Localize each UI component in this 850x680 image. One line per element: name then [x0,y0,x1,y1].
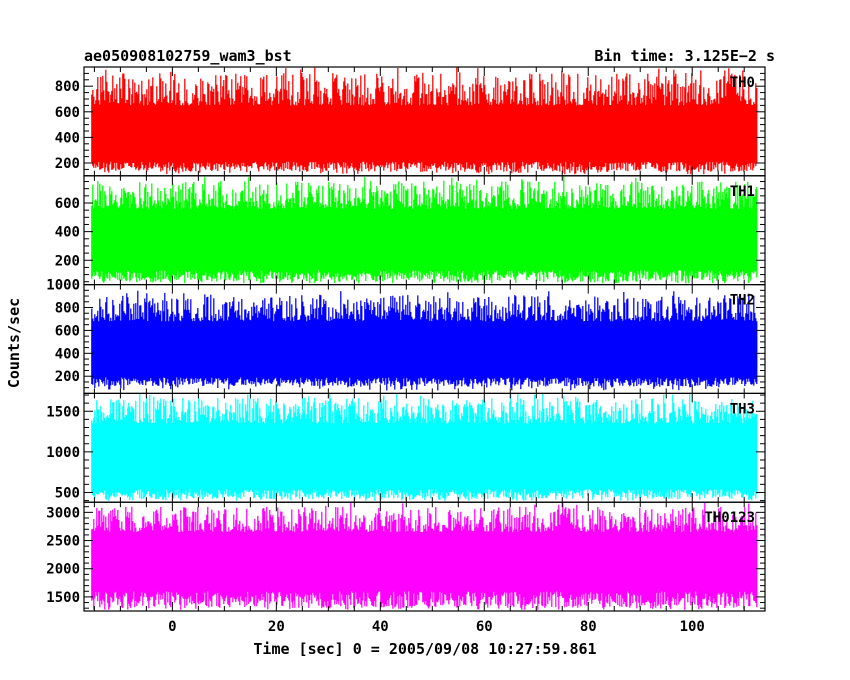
y-tick-label: 200 [55,253,80,269]
y-tick-label: 500 [55,485,80,501]
x-axis: 0 20 40 60 80 100 [168,619,705,635]
x-axis-label: Time [sec] 0 = 2005/09/08 10:27:59.861 [253,640,596,658]
y-tick-label: 600 [55,105,80,121]
x-tick-label: 20 [268,619,285,635]
series-th0123 [91,502,758,610]
bin-time-label: Bin time: 3.125E−2 s [594,47,775,65]
y-tick-label: 200 [55,156,80,172]
panels-group: 200 400 600 800 TH0 200 400 600 TH1 200 400 600 800 1… [46,66,766,612]
y-axis-label: Counts/sec [5,298,23,388]
panel-th3: 500 1000 1500 TH3 [46,392,766,503]
y-tick-label: 1000 [46,445,80,461]
panel-th1: 200 400 600 TH1 [55,175,766,286]
x-tick-label: 40 [372,619,389,635]
y-tick-label: 400 [55,225,80,241]
panel-label: TH3 [730,401,755,417]
y-tick-label: 600 [55,196,80,212]
series-th0 [91,67,758,175]
y-tick-label: 800 [55,301,80,317]
x-tick-label: 80 [580,619,597,635]
panel-label: TH2 [730,293,755,309]
panel-label: TH0123 [704,510,755,526]
y-tick-label: 200 [55,369,80,385]
panel-label: TH1 [730,184,755,200]
panel-th2: 200 400 600 800 1000 TH2 [46,278,766,395]
y-tick-label: 1500 [46,404,80,420]
series-th3 [91,393,758,501]
panel-th0123: 1500 2000 2500 3000 TH0123 [46,501,766,612]
y-tick-label: 1500 [46,590,80,606]
y-tick-label: 800 [55,79,80,95]
y-tick-label: 2500 [46,534,80,550]
y-tick-label: 600 [55,323,80,339]
x-tick-label: 0 [168,619,176,635]
chart-title: ae050908102759_wam3_bst [84,47,292,65]
series-th2 [91,290,758,391]
y-tick-label: 3000 [46,505,80,521]
y-tick-label: 400 [55,130,80,146]
y-tick-label: 1000 [46,278,80,294]
panel-th0: 200 400 600 800 TH0 [55,66,766,177]
x-tick-label: 100 [680,619,705,635]
y-tick-label: 400 [55,346,80,362]
x-tick-label: 60 [476,619,493,635]
y-tick-label: 2000 [46,562,80,578]
panel-label: TH0 [730,75,755,91]
series-th1 [91,176,758,284]
panel-frame [83,501,766,612]
